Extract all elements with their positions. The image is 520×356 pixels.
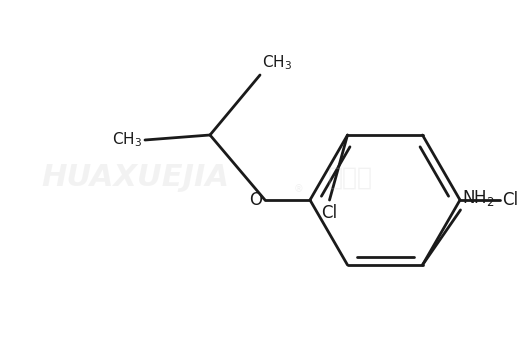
Text: CH$_3$: CH$_3$ <box>112 131 142 150</box>
Text: NH$_2$: NH$_2$ <box>462 188 495 208</box>
Text: ®: ® <box>294 184 304 194</box>
Text: Cl: Cl <box>502 191 518 209</box>
Text: O: O <box>249 191 262 209</box>
Text: CH$_3$: CH$_3$ <box>262 53 292 72</box>
Text: Cl: Cl <box>321 204 337 222</box>
Text: HUAXUEJIA: HUAXUEJIA <box>42 163 230 193</box>
Text: 化学加: 化学加 <box>328 166 373 190</box>
